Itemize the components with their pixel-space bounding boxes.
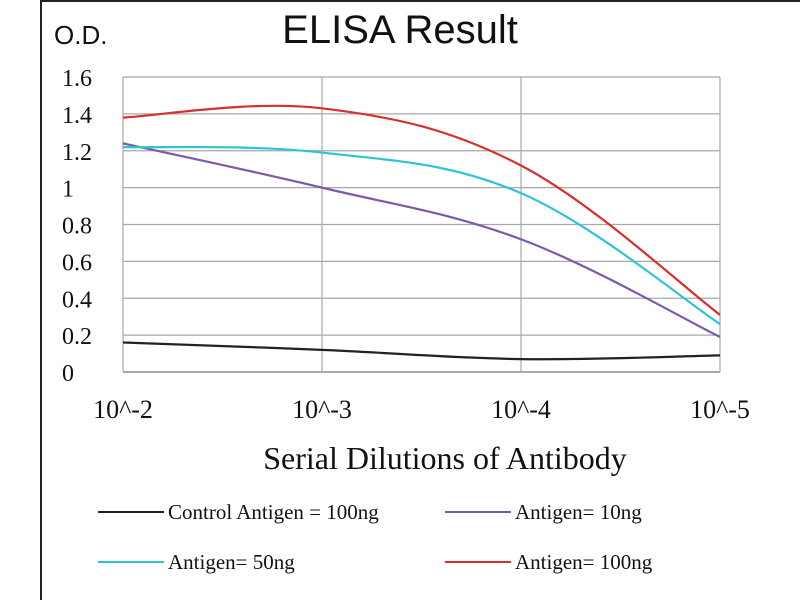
y-tick-label: 0.2 — [62, 324, 92, 350]
x-tick-label: 10^-2 — [93, 395, 153, 424]
chart-frame — [40, 0, 800, 600]
series-line-0 — [122, 341, 721, 361]
y-tick-label: 0.4 — [62, 287, 92, 313]
y-tick-label: 1.4 — [62, 103, 92, 129]
x-tick-label: 10^-4 — [491, 395, 551, 424]
series-lines — [122, 104, 721, 361]
y-tick-label: 1 — [62, 177, 74, 203]
legend: Control Antigen = 100ng Antigen= 10ng Anti… — [98, 500, 653, 574]
series-line-1 — [122, 142, 721, 338]
legend-entry: Control Antigen = 100ng — [168, 500, 379, 524]
series-line-2 — [122, 145, 721, 325]
legend-entry: Antigen= 50ng — [168, 550, 295, 574]
x-tick-label: 10^-5 — [690, 395, 750, 424]
x-tick-label: 10^-3 — [292, 395, 352, 424]
y-tick-labels: 0 0.2 0.4 0.6 0.8 1 1.2 1.4 1.6 — [62, 66, 92, 387]
y-tick-label: 1.6 — [62, 66, 92, 92]
x-tick-labels: 10^-2 10^-3 10^-4 10^-5 — [93, 395, 750, 424]
legend-entry: Antigen= 10ng — [515, 500, 642, 524]
y-tick-label: 0 — [62, 361, 74, 387]
legend-entry: Antigen= 100ng — [515, 550, 653, 574]
y-tick-label: 0.6 — [62, 250, 92, 276]
chart-title: ELISA Result — [282, 8, 518, 52]
series-line-3 — [122, 104, 721, 316]
y-tick-label: 1.2 — [62, 140, 92, 166]
grid — [122, 76, 721, 373]
y-tick-label: 0.8 — [62, 214, 92, 240]
x-axis-label: Serial Dilutions of Antibody — [263, 440, 627, 476]
y-axis-label: O.D. — [54, 20, 108, 50]
